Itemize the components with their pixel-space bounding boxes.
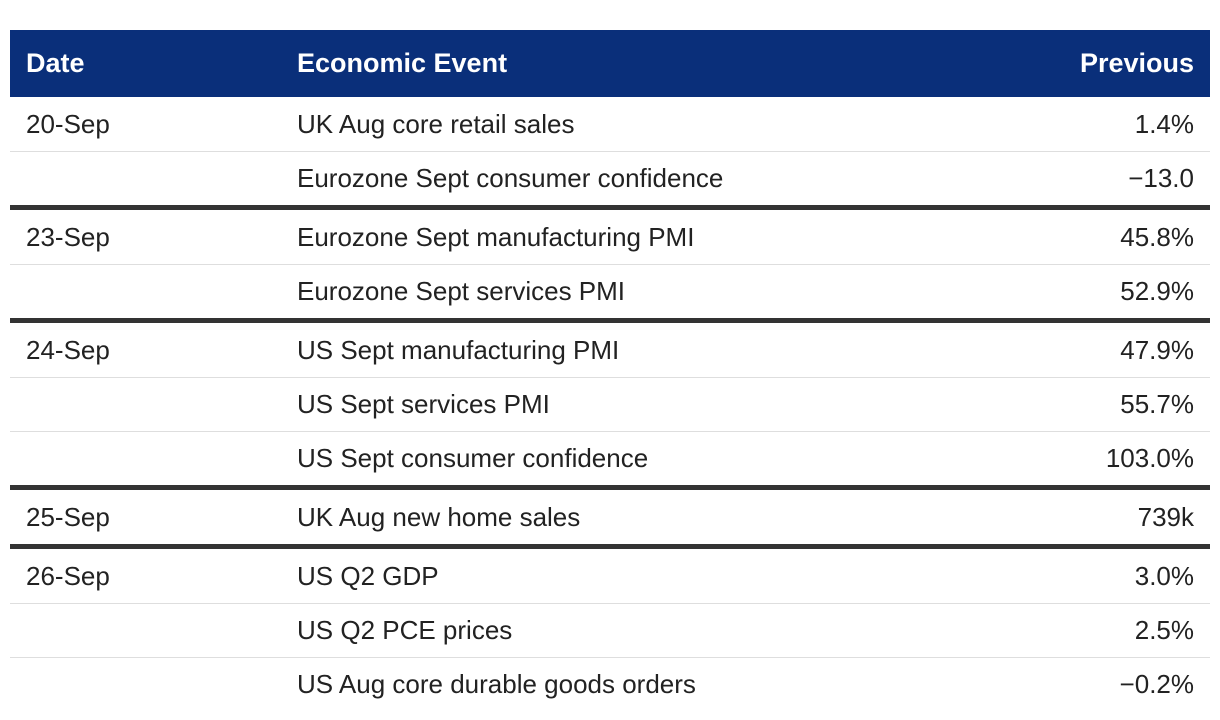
date-group-20-sep: 20-Sep UK Aug core retail sales 1.4% Eur… [10, 97, 1210, 205]
row-event: Eurozone Sept manufacturing PMI [297, 221, 695, 252]
row-date: 25-Sep [26, 501, 110, 532]
date-group-26-sep: 26-Sep US Q2 GDP 3.0% US Q2 PCE prices 2… [10, 544, 1210, 711]
table-row: US Aug core durable goods orders −0.2% [10, 657, 1210, 711]
table-row: 20-Sep UK Aug core retail sales 1.4% [10, 97, 1210, 151]
row-event: Eurozone Sept consumer confidence [297, 163, 724, 193]
date-group-23-sep: 23-Sep Eurozone Sept manufacturing PMI 4… [10, 205, 1210, 318]
row-date: 20-Sep [26, 108, 110, 139]
row-previous: 45.8% [1120, 221, 1194, 252]
row-event: UK Aug new home sales [297, 501, 581, 532]
table-row: US Q2 PCE prices 2.5% [10, 603, 1210, 657]
header-event: Economic Event [297, 48, 508, 78]
row-event: US Sept consumer confidence [297, 443, 649, 473]
row-event: Eurozone Sept services PMI [297, 276, 626, 306]
row-event: US Sept manufacturing PMI [297, 334, 620, 365]
row-previous: 739k [1137, 501, 1194, 532]
table-row: 25-Sep UK Aug new home sales 739k [10, 490, 1210, 544]
table-header: Date Economic Event Previous [10, 30, 1210, 97]
header-date: Date [26, 48, 85, 78]
row-event: US Q2 GDP [297, 560, 439, 591]
row-previous: 2.5% [1134, 615, 1194, 645]
table-row: 24-Sep US Sept manufacturing PMI 47.9% [10, 323, 1210, 377]
row-previous: 1.4% [1134, 108, 1194, 139]
row-previous: −13.0 [1128, 163, 1194, 193]
row-previous: 103.0% [1105, 443, 1194, 473]
row-previous: 55.7% [1120, 389, 1194, 419]
row-previous: 47.9% [1120, 334, 1194, 365]
row-date: 26-Sep [26, 560, 110, 591]
table-row: Eurozone Sept services PMI 52.9% [10, 264, 1210, 318]
table-row: US Sept services PMI 55.7% [10, 377, 1210, 431]
table-row: 23-Sep Eurozone Sept manufacturing PMI 4… [10, 210, 1210, 264]
table-row: US Sept consumer confidence 103.0% [10, 431, 1210, 485]
row-event: US Aug core durable goods orders [297, 669, 696, 699]
row-previous: 52.9% [1120, 276, 1194, 306]
header-previous: Previous [1079, 48, 1194, 78]
row-event: US Q2 PCE prices [297, 615, 513, 645]
date-group-24-sep: 24-Sep US Sept manufacturing PMI 47.9% U… [10, 318, 1210, 485]
economic-calendar-table: Date Economic Event Previous 20-Sep UK A… [10, 30, 1210, 711]
row-event: UK Aug core retail sales [297, 108, 575, 139]
row-previous: 3.0% [1134, 560, 1194, 591]
date-group-25-sep: 25-Sep UK Aug new home sales 739k [10, 485, 1210, 544]
row-previous: −0.2% [1119, 669, 1194, 699]
row-event: US Sept services PMI [297, 389, 550, 419]
table-row: 26-Sep US Q2 GDP 3.0% [10, 549, 1210, 603]
row-date: 23-Sep [26, 221, 110, 252]
table-row: Eurozone Sept consumer confidence −13.0 [10, 151, 1210, 205]
row-date: 24-Sep [26, 334, 110, 365]
